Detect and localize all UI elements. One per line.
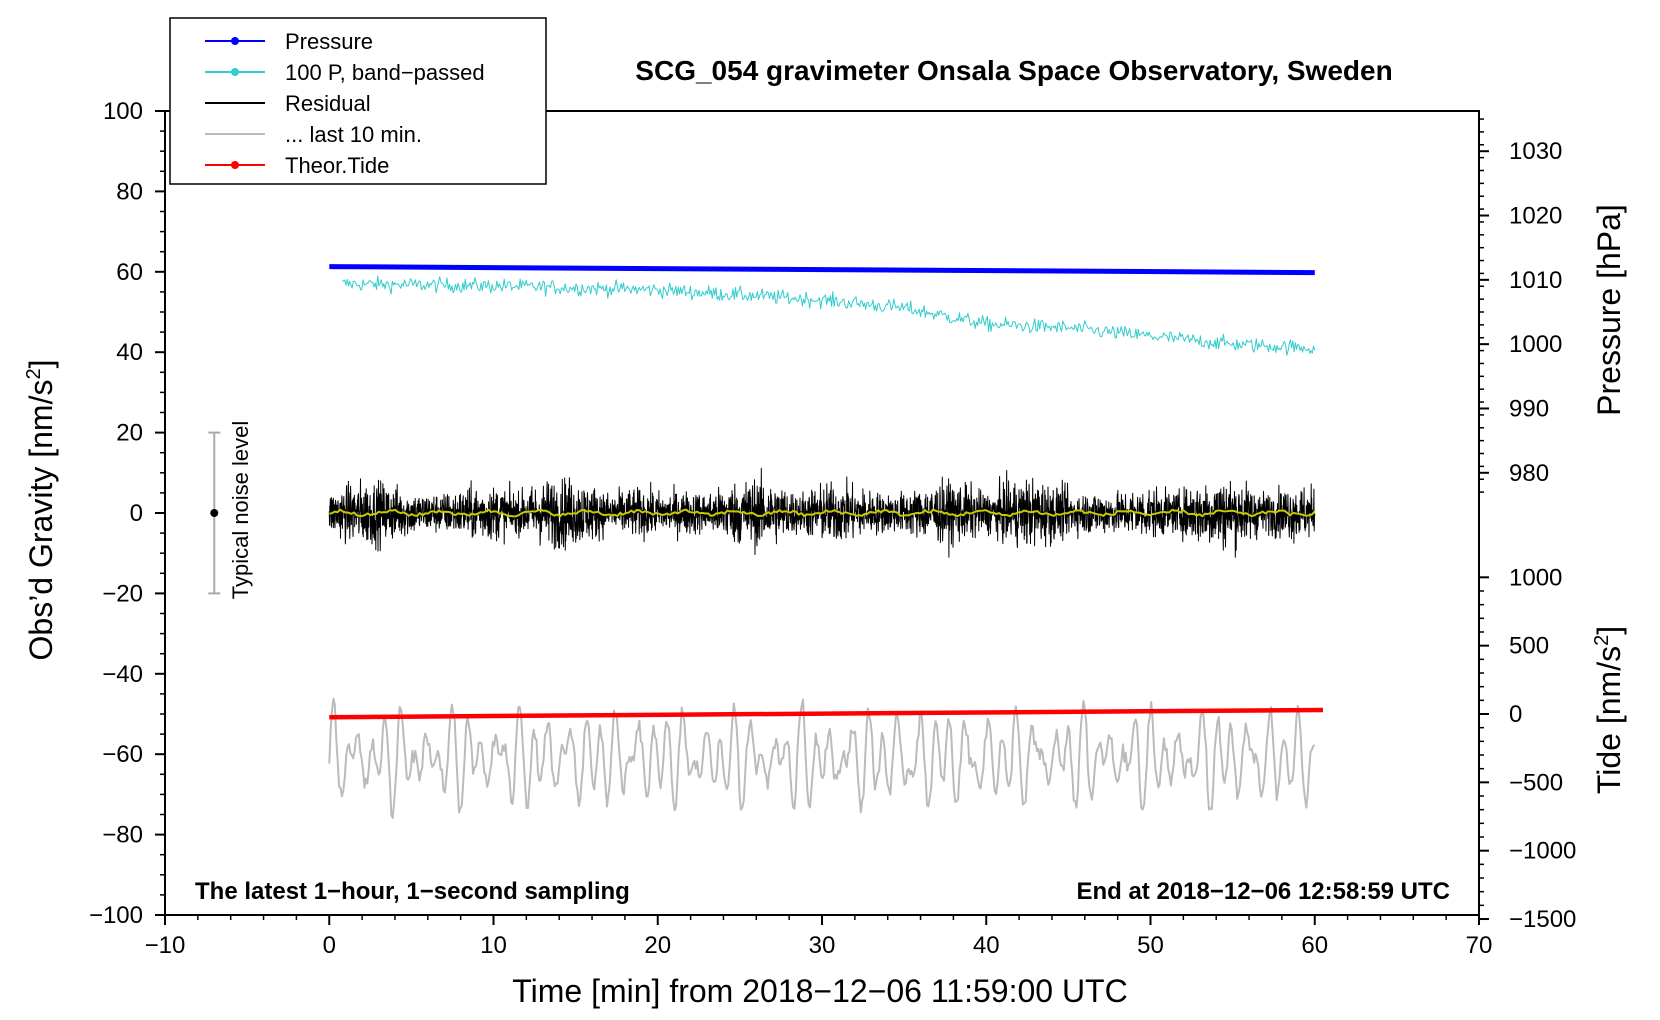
tide-tick-label: −500 <box>1509 769 1563 796</box>
y-tick-label: 60 <box>116 259 143 286</box>
pressure-axis-title: Pressure [hPa] <box>1591 204 1627 416</box>
legend: Pressure 100 P, band−passed Residual ... la… <box>169 17 547 185</box>
tide-axis-title: Tide [nm/s2] <box>1591 626 1627 794</box>
x-tick-label: 70 <box>1466 932 1493 959</box>
x-axis-title: Time [min] from 2018−12−06 11:59:00 UTC <box>512 973 1127 1009</box>
bottom-right-note: End at 2018−12−06 12:58:59 UTC <box>1076 878 1450 905</box>
tide-tick-label: 500 <box>1509 633 1549 660</box>
legend-label: ... last 10 min. <box>285 122 422 147</box>
noise-bar-center <box>210 509 219 517</box>
tide-tick-label: −1500 <box>1509 906 1576 933</box>
legend-marker <box>231 161 239 169</box>
tide-axis-title-end: ] <box>1591 626 1627 635</box>
y-tick-label: 80 <box>116 178 143 205</box>
series-line-1 <box>342 275 1316 356</box>
y-axis-title-main: Obs’d Gravity [nm/s <box>23 380 59 661</box>
axes-layer: −10 0 10 20 30 40 50 60 70100806040200−20−40−60−… <box>89 98 1576 959</box>
y-tick-label: 100 <box>103 98 143 125</box>
chart-title: SCG_054 gravimeter Onsala Space Observat… <box>635 55 1392 86</box>
pressure-tick-label: 980 <box>1509 460 1549 487</box>
y-tick-label: 0 <box>130 500 143 527</box>
tide-tick-label: 1000 <box>1509 564 1562 591</box>
series-line-5 <box>329 707 1324 720</box>
y-tick-label: −60 <box>102 741 143 768</box>
y-tick-label: −20 <box>102 580 143 607</box>
legend-marker <box>231 68 239 76</box>
y-tick-label: 20 <box>116 420 143 447</box>
pressure-tick-label: 990 <box>1509 395 1549 422</box>
tide-axis-title-main: Tide [nm/s <box>1591 646 1627 794</box>
y-tick-label: −40 <box>102 661 143 688</box>
tide-axis-title-sup: 2 <box>1591 635 1613 646</box>
y-axis-title-sup: 2 <box>23 368 45 379</box>
series-layer <box>208 264 1324 819</box>
x-tick-label: 20 <box>644 932 671 959</box>
series-line-3 <box>329 508 1316 518</box>
pressure-tick-label: 1020 <box>1509 203 1562 230</box>
legend-label: Pressure <box>285 29 373 54</box>
bottom-left-note: The latest 1−hour, 1−second sampling <box>195 878 630 905</box>
x-tick-label: 40 <box>973 932 1000 959</box>
x-tick-label: 30 <box>809 932 836 959</box>
tide-tick-label: 0 <box>1509 701 1522 728</box>
pressure-tick-label: 1010 <box>1509 267 1562 294</box>
series-line-0 <box>329 264 1315 276</box>
legend-box <box>169 17 547 185</box>
y-axis-title-end: ] <box>23 360 59 369</box>
y-tick-label: −80 <box>102 822 143 849</box>
x-tick-label: 10 <box>480 932 507 959</box>
y-axis-title: Obs’d Gravity [nm/s2] <box>23 360 59 661</box>
x-tick-label: 60 <box>1301 932 1328 959</box>
pressure-tick-label: 1000 <box>1509 331 1562 358</box>
y-tick-label: −100 <box>89 902 143 929</box>
legend-label: Residual <box>285 91 371 116</box>
pressure-tick-label: 1030 <box>1509 138 1562 165</box>
noise-level-label: Typical noise level <box>228 421 253 600</box>
y-tick-label: 40 <box>116 339 143 366</box>
series-line-2 <box>328 467 1316 558</box>
tide-tick-label: −1000 <box>1509 838 1576 865</box>
legend-label: 100 P, band−passed <box>285 60 485 85</box>
x-tick-label: 0 <box>323 932 336 959</box>
legend-marker <box>231 37 239 45</box>
x-tick-label: −10 <box>145 932 186 959</box>
x-tick-label: 50 <box>1137 932 1164 959</box>
legend-label: Theor.Tide <box>285 153 389 178</box>
